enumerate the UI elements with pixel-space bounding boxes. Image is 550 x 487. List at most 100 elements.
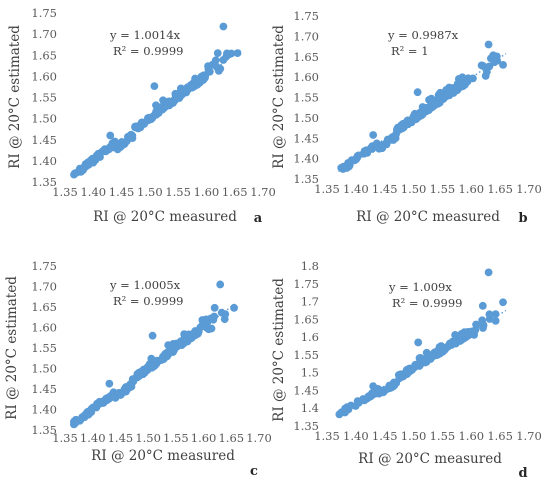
data-point — [164, 341, 173, 350]
data-point — [414, 338, 423, 347]
x-axis-title: RI @ 20°C measured — [358, 451, 502, 467]
x-tick-label: 1.70 — [516, 429, 542, 443]
data-point — [484, 40, 493, 49]
data-point — [119, 139, 128, 147]
data-point — [343, 163, 352, 172]
data-point — [360, 396, 369, 405]
data-point — [399, 371, 408, 380]
y-tick-label: 1.60 — [293, 70, 319, 84]
data-point — [230, 303, 238, 312]
data-point — [148, 114, 157, 123]
y-tick-label: 1.50 — [31, 112, 57, 126]
y-tick-label: 1.35 — [293, 172, 319, 186]
data-point — [148, 331, 157, 340]
data-point — [104, 145, 113, 154]
data-point — [128, 131, 137, 140]
x-tick-label: 1.70 — [516, 182, 542, 196]
x-tick-label: 1.45 — [108, 431, 134, 445]
data-point — [337, 163, 346, 172]
y-tick-label: 1.45 — [293, 383, 319, 397]
r-squared: R² = 0.9999 — [113, 44, 183, 58]
data-point — [413, 88, 422, 97]
data-point — [159, 96, 167, 105]
data-point — [182, 336, 191, 345]
data-point — [360, 149, 369, 158]
data-point — [110, 137, 119, 146]
data-point — [184, 330, 193, 339]
y-tick-label: 1.45 — [31, 133, 57, 147]
data-point — [499, 61, 507, 69]
data-point — [469, 74, 477, 83]
data-point — [380, 387, 389, 396]
x-tick-label: 1.55 — [163, 431, 189, 445]
data-point — [484, 268, 493, 277]
trend-equation: y = 0.9987x — [387, 28, 459, 42]
x-tick-label: 1.55 — [430, 429, 456, 443]
trend-equation: y = 1.009x — [388, 280, 452, 294]
data-point — [400, 122, 408, 131]
x-tick-label: 1.50 — [137, 185, 163, 199]
y-tick-label: 1.65 — [31, 300, 57, 314]
y-tick-label: 1.55 — [31, 341, 57, 355]
y-tick-label: 1.6 — [301, 330, 319, 344]
x-tick-label: 1.70 — [246, 431, 272, 445]
x-tick-label: 1.45 — [372, 182, 398, 196]
data-point — [435, 343, 444, 351]
chart-panel-d: 1.351.41.451.51.551.61.651.71.751.81.35 1… — [271, 259, 542, 481]
data-point — [191, 74, 200, 83]
data-point — [222, 52, 231, 61]
y-tick-label: 1.70 — [293, 29, 319, 43]
data-point — [204, 65, 213, 73]
data-point — [478, 301, 487, 310]
x-tick-label: 1.60 — [458, 429, 484, 443]
data-point — [368, 390, 377, 399]
x-tick-label: 1.60 — [458, 182, 484, 196]
y-tick-label: 1.75 — [293, 9, 319, 23]
data-point — [211, 56, 220, 65]
data-point — [115, 389, 123, 397]
data-point — [499, 298, 507, 307]
chart-panel-a: 1.351.401.451.501.551.601.651.701.751.35… — [7, 6, 276, 226]
data-point — [76, 167, 85, 176]
r-squared: R² = 0.9999 — [392, 296, 462, 310]
x-axis-title: RI @ 20°C measured — [93, 209, 237, 225]
data-point — [347, 156, 356, 165]
data-point — [487, 54, 495, 63]
data-point — [470, 330, 479, 339]
y-tick-label: 1.70 — [31, 27, 57, 41]
data-point — [421, 104, 430, 112]
data-point — [126, 380, 135, 389]
y-tick-label: 1.35 — [31, 423, 57, 437]
trend-equation: y = 1.0014x — [109, 28, 181, 42]
r-squared: R² = 0.9999 — [113, 294, 183, 308]
y-tick-label: 1.65 — [31, 48, 57, 62]
x-tick-label: 1.50 — [401, 182, 427, 196]
data-point — [210, 303, 219, 312]
data-point — [150, 82, 159, 90]
x-tick-label: 1.65 — [487, 429, 513, 443]
y-tick-label: 1.75 — [31, 259, 57, 273]
y-tick-label: 1.60 — [31, 69, 57, 83]
data-point — [134, 124, 143, 133]
x-tick-label: 1.70 — [250, 185, 276, 199]
y-tick-label: 1.75 — [293, 277, 319, 291]
data-point — [337, 408, 346, 417]
data-point — [463, 328, 472, 336]
y-tick-label: 1.60 — [31, 321, 57, 335]
data-point — [159, 355, 168, 363]
x-axis-title: RI @ 20°C measured — [356, 209, 500, 225]
y-tick-label: 1.50 — [31, 362, 57, 376]
x-tick-label: 1.35 — [52, 431, 78, 445]
data-point — [156, 103, 164, 112]
data-point — [433, 98, 442, 106]
data-point — [106, 131, 115, 140]
data-point — [369, 382, 378, 391]
data-point — [472, 320, 480, 329]
data-point — [451, 331, 460, 339]
data-point — [144, 364, 153, 373]
data-point — [70, 170, 78, 179]
x-tick-label: 1.65 — [218, 431, 244, 445]
panel-letter: c — [250, 464, 258, 479]
trend-equation: y = 1.0005x — [109, 278, 181, 292]
